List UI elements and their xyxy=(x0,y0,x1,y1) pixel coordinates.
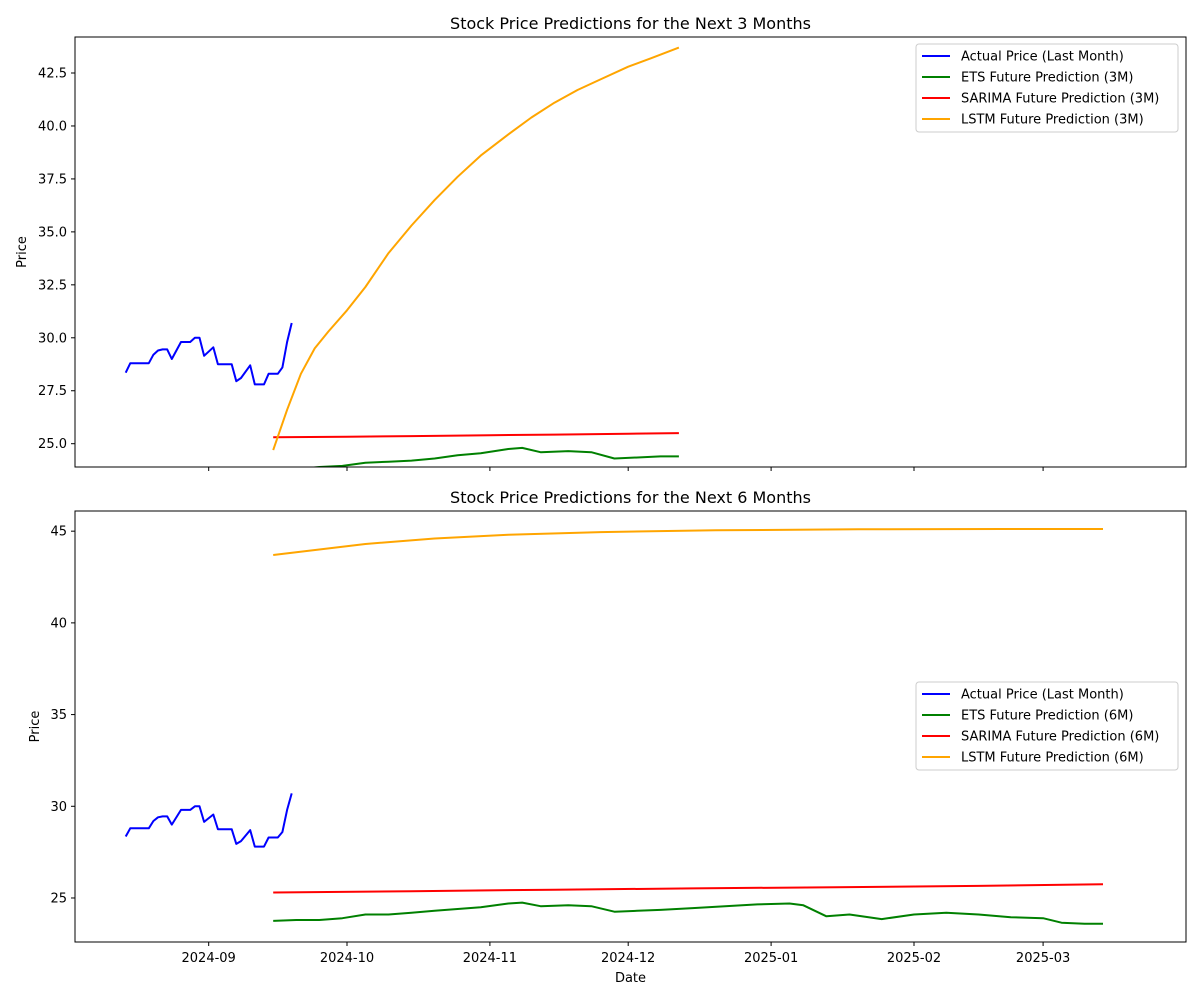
y-tick-label: 35 xyxy=(50,708,67,723)
x-tick-label: 2024-11 xyxy=(463,951,517,966)
y-tick-label: 30 xyxy=(50,800,67,815)
series-line-3 xyxy=(273,883,1104,894)
series-line-4 xyxy=(273,528,1103,556)
y-tick-label: 35.0 xyxy=(38,225,67,240)
series-line-3 xyxy=(273,432,679,439)
x-tick-label: 2025-03 xyxy=(1016,951,1070,966)
legend-entry: ETS Future Prediction (3M) xyxy=(961,71,1133,86)
series-line-2 xyxy=(273,901,1103,925)
legend-entry: LSTM Future Prediction (6M) xyxy=(961,751,1144,766)
legend-box xyxy=(915,681,1179,771)
chart-2: Stock Price Predictions for the Next 6 M… xyxy=(28,488,1187,986)
legend-entry: SARIMA Future Prediction (3M) xyxy=(961,92,1159,107)
y-tick-label: 30.0 xyxy=(38,331,67,346)
legend-entry: ETS Future Prediction (6M) xyxy=(961,709,1133,724)
y-tick-label: 27.5 xyxy=(38,384,67,399)
x-tick-label: 2024-12 xyxy=(601,951,655,966)
series-line-1 xyxy=(124,793,293,848)
x-tick-label: 2025-01 xyxy=(744,951,798,966)
axes-frame xyxy=(74,510,1187,943)
chart-title: Stock Price Predictions for the Next 3 M… xyxy=(450,14,811,33)
y-tick-label: 40 xyxy=(50,616,67,631)
y-tick-label: 45 xyxy=(50,525,67,540)
y-tick-label: 42.5 xyxy=(38,67,67,82)
legend-box xyxy=(915,43,1179,133)
series-line-2 xyxy=(308,446,679,467)
y-axis-label: Price xyxy=(15,236,30,268)
x-tick-label: 2024-09 xyxy=(182,951,236,966)
y-tick-label: 40.0 xyxy=(38,119,67,134)
x-tick-label: 2024-10 xyxy=(320,951,374,966)
y-tick-label: 25.0 xyxy=(38,437,67,452)
x-axis-label: Date xyxy=(615,971,646,986)
y-tick-label: 25 xyxy=(50,891,67,906)
legend: Actual Price (Last Month) ETS Future Pred… xyxy=(915,681,1179,771)
y-tick-label: 37.5 xyxy=(38,172,67,187)
series-group xyxy=(124,46,680,467)
legend-entry: LSTM Future Prediction (3M) xyxy=(961,113,1144,128)
x-tick-label: 2025-02 xyxy=(887,951,941,966)
legend: Actual Price (Last Month) ETS Future Pred… xyxy=(915,43,1179,133)
series-line-4 xyxy=(272,46,680,451)
y-tick-label: 32.5 xyxy=(38,278,67,293)
legend-entry: Actual Price (Last Month) xyxy=(961,688,1124,703)
series-line-1 xyxy=(124,322,293,386)
chart-title: Stock Price Predictions for the Next 6 M… xyxy=(450,488,811,507)
y-axis-label: Price xyxy=(28,711,43,743)
axes-frame xyxy=(74,36,1187,468)
chart-1: Stock Price Predictions for the Next 3 M… xyxy=(15,14,1187,471)
legend-entry: SARIMA Future Prediction (6M) xyxy=(961,730,1159,745)
legend-entry: Actual Price (Last Month) xyxy=(961,50,1124,65)
series-group xyxy=(124,528,1104,925)
